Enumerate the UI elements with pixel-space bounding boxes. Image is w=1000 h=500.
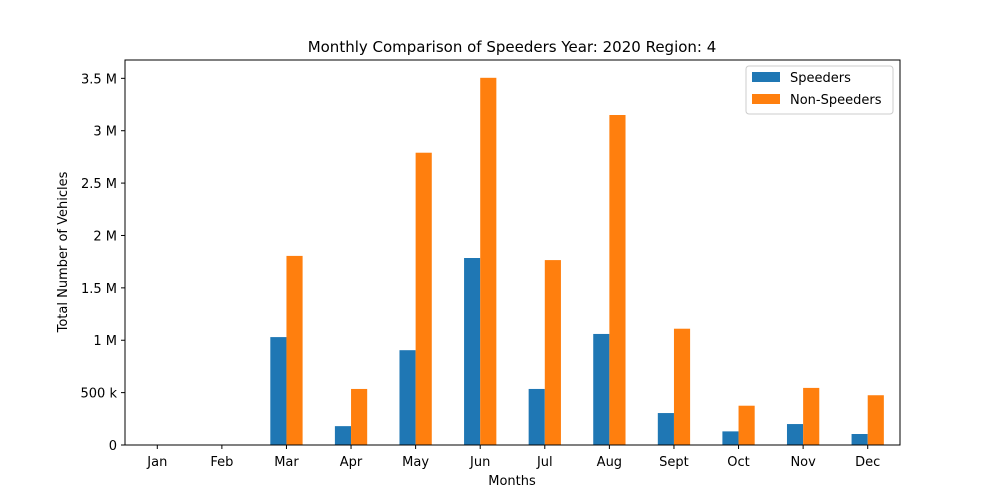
y-tick-label: 1.5 M <box>81 282 117 297</box>
bar-non-speeders-oct <box>738 405 755 445</box>
x-tick-label: Feb <box>210 455 233 470</box>
x-axis-label: Months <box>488 474 536 489</box>
bar-non-speeders-dec <box>867 395 884 445</box>
bar-non-speeders-mar <box>286 255 303 445</box>
bar-non-speeders-nov <box>803 387 820 445</box>
bar-non-speeders-sept <box>673 328 691 445</box>
y-tick-label: 2.5 M <box>81 177 117 192</box>
bar-non-speeders-jun <box>480 77 497 446</box>
bar-speeders-apr <box>334 426 352 445</box>
bar-speeders-oct <box>722 431 739 445</box>
legend-box <box>745 65 894 115</box>
legend-swatch <box>752 94 780 104</box>
bar-speeders-jul <box>528 388 545 445</box>
x-tick-label: Jul <box>536 455 553 470</box>
y-tick-label: 500 k <box>81 387 118 402</box>
x-tick-label: Jun <box>469 455 490 470</box>
bar-speeders-sept <box>657 413 674 445</box>
bar-non-speeders-may <box>415 152 432 445</box>
y-tick-label: 3.5 M <box>81 72 117 87</box>
bar-speeders-nov <box>786 424 804 445</box>
y-tick-label: 0 <box>109 439 117 454</box>
bar-speeders-may <box>399 350 416 445</box>
bar-speeders-mar <box>270 337 287 445</box>
bar-speeders-dec <box>851 434 868 445</box>
bar-speeders-aug <box>593 333 610 445</box>
x-tick-label: Aug <box>597 455 622 470</box>
legend-label: Speeders <box>790 71 851 86</box>
plot-frame <box>124 59 901 446</box>
legend: Speeders Non-Speeders <box>745 65 894 115</box>
x-tick-label: Nov <box>790 455 816 470</box>
x-tick-label: Dec <box>855 455 880 470</box>
x-tick-label: Mar <box>274 455 299 470</box>
bar-speeders-jun <box>464 258 481 445</box>
y-axis-label: Total Number of Vehicles <box>56 171 71 333</box>
bar-non-speeders-apr <box>351 388 368 445</box>
legend-label: Non-Speeders <box>790 93 882 108</box>
bars-group <box>270 77 884 446</box>
chart-title: Monthly Comparison of Speeders Year: 202… <box>308 38 717 56</box>
legend-swatch <box>752 72 780 82</box>
y-tick-label: 2 M <box>93 229 117 244</box>
bar-non-speeders-jul <box>544 260 561 445</box>
x-tick-label: May <box>402 455 429 470</box>
x-tick-label: Oct <box>727 455 749 470</box>
x-tick-label: Sept <box>659 455 689 470</box>
y-axis: 0 500 k 1 M 1.5 M 2 M 2.5 M 3 M 3.5 M <box>81 72 125 454</box>
x-axis: Jan Feb Mar Apr May Jun Jul Aug Sept Oct Nov Dec <box>146 445 880 470</box>
y-tick-label: 3 M <box>93 125 117 140</box>
bar-non-speeders-aug <box>609 115 626 445</box>
x-tick-label: Apr <box>340 455 363 470</box>
y-tick-label: 1 M <box>93 334 117 349</box>
x-tick-label: Jan <box>146 455 167 470</box>
